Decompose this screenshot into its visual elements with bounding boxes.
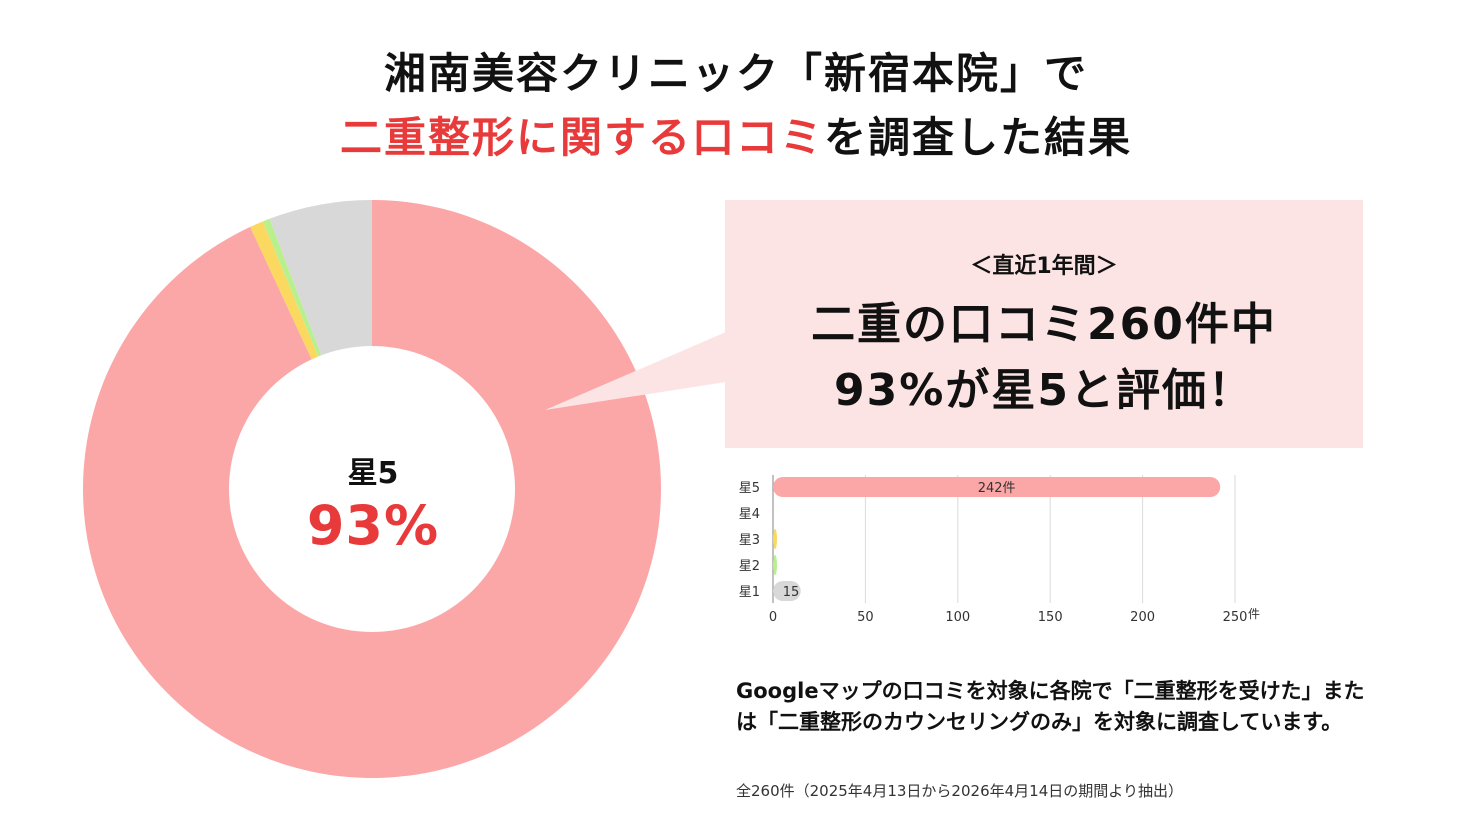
survey-note: Googleマップの口コミを対象に各院で「二重整形を受けた」または「二重整形のカ… [736,679,1365,734]
bar-star-2 [773,555,777,575]
callout-pointer [545,332,726,410]
callout-period: ＜直近1年間＞ [970,254,1118,279]
bar-value-label-1: 15 [783,585,800,600]
x-tick-label-100: 100 [945,610,970,625]
callout-headline-2: 93%が星5と評価！ [834,365,1254,416]
title-rest: を調査した結果 [824,113,1133,162]
bar-star-3 [773,529,777,549]
y-category-label-1: 星1 [739,585,760,600]
title-highlight: 二重整形に関する口コミ [339,113,824,162]
donut-center-label: 星5 [347,456,399,491]
donut-chart [83,200,662,778]
bar-value-label-5: 242件 [978,481,1016,496]
y-category-label-4: 星4 [739,507,760,522]
y-category-label-2: 星2 [739,559,760,574]
bar-star-1 [773,581,801,601]
x-tick-label-200: 200 [1130,610,1155,625]
x-tick-label-250: 250 [1223,610,1248,625]
donut-hole [229,346,515,632]
x-unit-label: 件 [1248,607,1260,621]
x-tick-label-50: 50 [857,610,874,625]
survey-footnote: 全260件（2025年4月13日から2026年4月14日の期間より抽出） [736,782,1183,800]
donut-center-value: 93% [306,494,440,557]
x-tick-label-0: 0 [769,610,777,625]
y-category-label-3: 星3 [739,533,760,548]
callout-box [725,200,1363,448]
callout-headline-1: 二重の口コミ260件中 [811,299,1277,350]
page-title-line1: 湘南美容クリニック「新宿本院」で [383,49,1088,98]
page-title-line2: 二重整形に関する口コミを調査した結果 [0,104,1472,165]
bar-star-5 [773,477,1221,497]
x-tick-label-150: 150 [1038,610,1063,625]
y-category-label-5: 星5 [739,481,760,496]
